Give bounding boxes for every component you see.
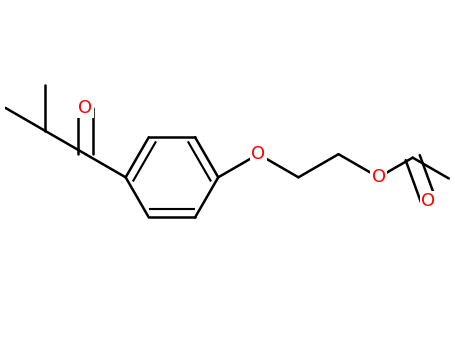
Text: O: O bbox=[79, 99, 93, 117]
Text: O: O bbox=[372, 168, 386, 186]
Text: O: O bbox=[251, 145, 265, 163]
Text: O: O bbox=[421, 192, 435, 210]
